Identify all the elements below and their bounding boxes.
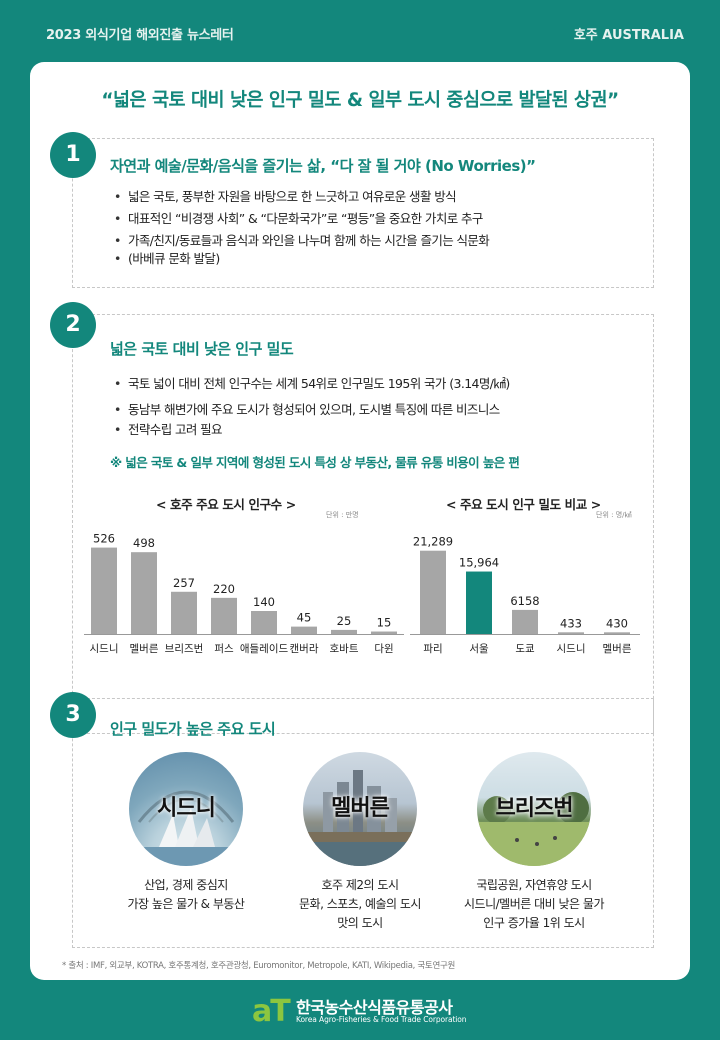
population-bar-chart: 526 시드니 498 멜버른 257 브리즈번 220 퍼스 140 애들레이드 45 캔버라 25 호…	[84, 532, 404, 655]
chart-1-title: < 호주 주요 도시 인구수 >	[156, 497, 296, 512]
footer: aT 한국농수산식품유통공사 Korea Agro-Fisheries & Fo…	[0, 986, 720, 1040]
section-1-number: 1	[50, 132, 96, 178]
org-name-english: Korea Agro-Fisheries & Food Trade Corpor…	[296, 1015, 467, 1024]
list-item: 가족/친지/동료들과 음식과 와인을 나누며 함께 하는 시간을 즐기는 식문화	[114, 232, 644, 250]
chart-2-unit: 단위 : 명/㎢	[596, 511, 632, 519]
sydney-label: 시드니	[157, 796, 216, 821]
chart-bar	[291, 626, 317, 634]
chart-bar	[251, 611, 277, 634]
brisbane-photo: 브리즈번	[477, 752, 591, 866]
chart-category-label: 퍼스	[214, 643, 234, 655]
chart-bar	[604, 632, 630, 634]
park-icon	[477, 792, 591, 866]
city-card-sydney: 시드니 산업, 경제 중심지 가장 높은 물가 & 부동산	[96, 752, 276, 942]
chart-bar	[171, 591, 197, 634]
chart-bar	[558, 632, 584, 634]
section-1-bullets: 넓은 국토, 풍부한 자원을 바탕으로 한 느긋하고 여유로운 생활 방식 대표…	[114, 188, 644, 272]
newsletter-title: 2023 외식기업 해외진출 뉴스레터	[46, 28, 234, 43]
top-bar: 2023 외식기업 해외진출 뉴스레터 호주 AUSTRALIA	[0, 0, 720, 62]
chart-category-label: 다윈	[374, 642, 393, 655]
chart-bar	[371, 631, 397, 634]
chart-data-label: 430	[606, 616, 628, 630]
chart-data-label: 15	[377, 616, 392, 630]
country-label: 호주 AUSTRALIA	[573, 28, 684, 43]
chart-bar	[466, 571, 492, 634]
chart-category-label: 호바트	[330, 643, 359, 655]
brisbane-description: 국립공원, 자연휴양 도시 시드니/멜버른 대비 낮은 물가 인구 증가율 1위…	[464, 878, 604, 930]
sydney-photo: 시드니	[129, 752, 243, 866]
chart-data-label: 498	[133, 536, 155, 550]
chart-data-label: 45	[297, 611, 312, 625]
chart-category-label: 캔버라	[290, 643, 319, 655]
section-1-title: 자연과 예술/문화/음식을 즐기는 삶, “다 잘 될 거야 (No Worri…	[110, 157, 536, 175]
section-2-box	[72, 314, 654, 734]
chart-data-label: 433	[560, 616, 582, 630]
melbourne-description: 호주 제2의 도시 문화, 스포츠, 예술의 도시 맛의 도시	[299, 878, 421, 930]
chart-category-label: 브리즈번	[165, 643, 204, 655]
section-2-note: ※ 넓은 국토 & 일부 지역에 형성된 도시 특성 상 부동산, 물류 유통 …	[110, 455, 520, 470]
melbourne-label: 멜버른	[331, 796, 390, 821]
list-item: 국토 넓이 대비 전체 인구수는 세계 54위로 인구밀도 195위 국가 (3…	[114, 374, 644, 394]
chart-1-unit: 단위 : 만명	[326, 511, 359, 519]
melbourne-photo: 멜버른	[303, 752, 417, 866]
section-3-number: 3	[50, 692, 96, 738]
section-3-title: 인구 밀도가 높은 주요 도시	[110, 720, 276, 738]
list-item-continuation: (바베큐 문화 발달)	[114, 250, 644, 268]
city-card-melbourne: 멜버른 호주 제2의 도시 문화, 스포츠, 예술의 도시 맛의 도시	[270, 752, 450, 942]
opera-house-icon	[129, 790, 243, 866]
chart-category-label: 도쿄	[515, 643, 535, 655]
chart-data-label: 15,964	[459, 556, 499, 570]
chart-category-label: 시드니	[90, 643, 119, 655]
chart-category-label: 멜버른	[603, 643, 632, 655]
city-card-brisbane: 브리즈번 국립공원, 자연휴양 도시 시드니/멜버른 대비 낮은 물가 인구 증…	[444, 752, 624, 942]
chart-category-label: 파리	[423, 643, 442, 655]
brisbane-label: 브리즈번	[495, 796, 574, 821]
list-item: 동남부 해변가에 주요 도시가 형성되어 있으며, 도시별 특징에 따른 비즈니…	[114, 400, 644, 420]
city-skyline-icon	[303, 770, 417, 866]
chart-2-title: < 주요 도시 인구 밀도 비교 >	[446, 497, 601, 512]
chart-bar	[211, 597, 237, 634]
sydney-description: 산업, 경제 중심지 가장 높은 물가 & 부동산	[127, 878, 245, 911]
chart-bar	[420, 550, 446, 634]
section-3-box	[72, 698, 654, 948]
source-note: * 출처 : IMF, 외교부, KOTRA, 호주통계청, 호주관광청, Eu…	[62, 961, 456, 971]
chart-bar	[331, 629, 357, 634]
chart-category-label: 서울	[469, 643, 489, 655]
section-2-title: 넓은 국토 대비 낮은 인구 밀도	[110, 340, 294, 358]
chart-category-label: 시드니	[557, 643, 586, 655]
chart-category-label: 애들레이드	[240, 643, 289, 655]
chart-data-label: 25	[337, 614, 352, 628]
section-2-number: 2	[50, 302, 96, 348]
chart-bar	[512, 609, 538, 634]
chart-category-label: 멜버른	[130, 643, 159, 655]
list-item: 넓은 국토, 풍부한 자원을 바탕으로 한 느긋하고 여유로운 생활 방식	[114, 188, 644, 206]
density-bar-chart: 21,289 파리 15,964 서울 6158 도쿄 433 시드니 430 멜버른	[410, 535, 640, 655]
section-1-box	[72, 138, 654, 288]
chart-bar	[131, 552, 157, 634]
chart-data-label: 257	[173, 576, 195, 590]
chart-data-label: 526	[93, 532, 115, 546]
list-item-continuation: 전략수립 고려 필요	[114, 420, 644, 440]
list-item: 대표적인 “비경쟁 사회” & “다문화국가”로 “평등”을 중요한 가치로 추…	[114, 210, 644, 228]
chart-bar	[91, 547, 117, 634]
chart-data-label: 6158	[510, 594, 539, 608]
at-logo-icon: aT	[252, 994, 291, 1029]
chart-data-label: 21,289	[413, 535, 453, 549]
chart-data-label: 220	[213, 582, 235, 596]
headline: “넓은 국토 대비 낮은 인구 밀도 & 일부 도시 중심으로 발달된 상권”	[101, 90, 619, 111]
chart-data-label: 140	[253, 595, 275, 609]
section-2-bullets: 국토 넓이 대비 전체 인구수는 세계 54위로 인구밀도 195위 국가 (3…	[114, 374, 644, 444]
org-name-korean: 한국농수산식품유통공사	[296, 998, 453, 1017]
content-card: “넓은 국토 대비 낮은 인구 밀도 & 일부 도시 중심으로 발달된 상권” …	[30, 62, 690, 980]
